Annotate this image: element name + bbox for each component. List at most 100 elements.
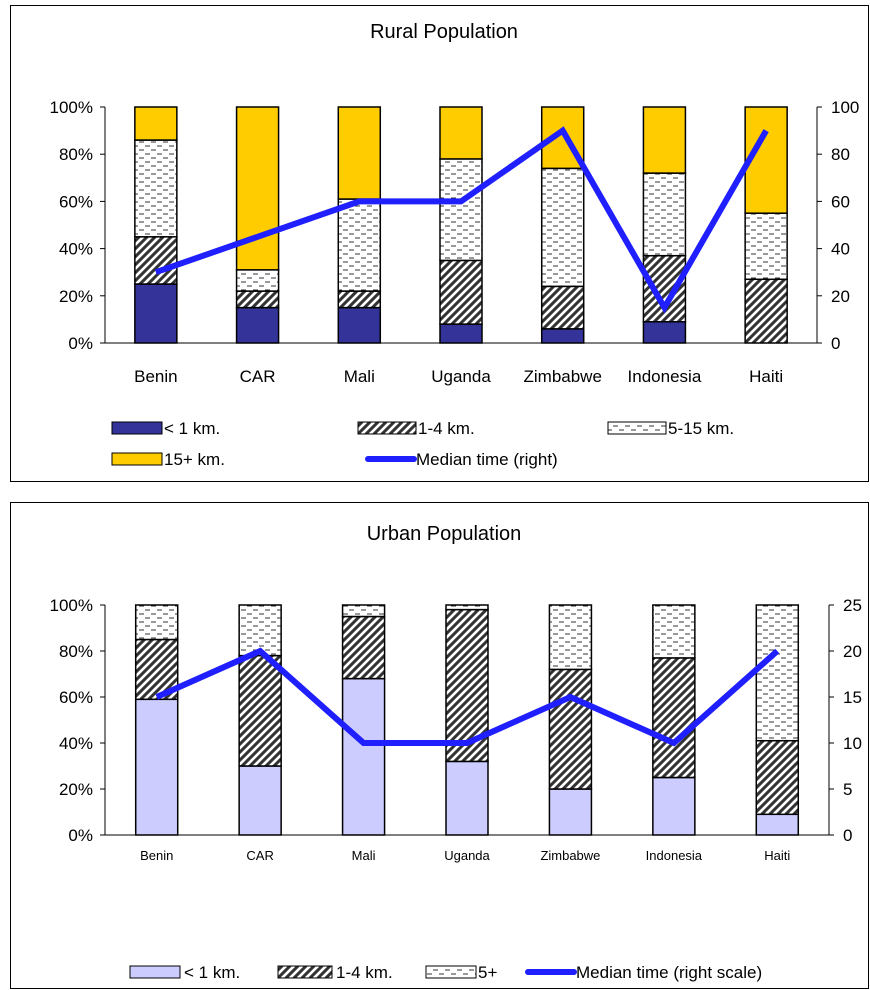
urban-bar-lt1 (548, 788, 593, 836)
legend-item-1-4km: 1-4 km. (277, 963, 393, 982)
legend-swatch-5plus (425, 965, 477, 979)
legend-item-5plus: 5+ (425, 963, 497, 982)
legend-item-lt1: < 1 km. (111, 419, 220, 438)
rural-bar-lt1 (439, 323, 483, 344)
rural-bar-km1_4 (744, 278, 788, 344)
rural-bar-km5_15 (744, 212, 788, 281)
legend-label-median: Median time (right) (416, 450, 558, 469)
urban-category-label: Uganda (444, 848, 490, 863)
rural-y-tick-label: 80% (59, 145, 93, 164)
urban-bar-lt1 (652, 776, 696, 836)
rural-bar-km1_4 (439, 259, 483, 325)
urban-y2-tick-label: 25 (843, 596, 862, 615)
legend-label-5plus: 5+ (478, 963, 497, 982)
rural-chart: Rural Population 0% 20% 40% 60% 80% 100% 0 20 40… (10, 5, 869, 482)
rural-bar-km1_4 (337, 290, 382, 309)
rural-bar-km5_15 (439, 158, 483, 262)
rural-bar-lt1 (540, 328, 585, 344)
rural-category-label: Uganda (431, 367, 491, 386)
rural-category-label: Benin (134, 367, 177, 386)
rural-y2-tick-label: 60 (831, 192, 850, 211)
rural-category-label: CAR (240, 367, 276, 386)
legend-swatch-lt1 (129, 965, 181, 979)
urban-y-tick-label: 40% (59, 734, 93, 753)
rural-category-label: Indonesia (628, 367, 702, 386)
rural-bar-lt1 (642, 321, 687, 344)
urban-chart-title: Urban Population (367, 523, 522, 545)
urban-y-tick-label: 100% (50, 596, 93, 615)
rural-bar-km15plus (642, 106, 687, 174)
urban-y-tick-label: 0% (68, 826, 93, 845)
urban-category-label: Benin (140, 848, 173, 863)
legend-label-lt1: < 1 km. (184, 963, 240, 982)
legend-swatch-lt1 (111, 421, 163, 435)
legend-swatch-15plus (111, 452, 163, 466)
urban-bar-lt1 (755, 813, 800, 836)
urban-bar-km1_4 (548, 668, 593, 790)
rural-bar-km1_4 (134, 236, 178, 285)
rural-bar-km15plus (134, 106, 178, 141)
urban-y-tick-label: 60% (59, 688, 93, 707)
urban-bar-km5_15 (341, 604, 386, 618)
urban-bar-lt1 (341, 677, 386, 836)
rural-bar-km5_15 (540, 167, 585, 288)
rural-y-tick-label: 0% (68, 334, 93, 353)
urban-y2-tick-label: 0 (843, 826, 852, 845)
urban-bar-km1_4 (652, 657, 696, 779)
rural-category-label: Zimbabwe (524, 367, 602, 386)
rural-category-label: Haiti (749, 367, 783, 386)
rural-bar-km5_15 (337, 198, 382, 292)
rural-y2-tick-label: 40 (831, 240, 850, 259)
legend-item-1-4km: 1-4 km. (357, 419, 475, 438)
rural-y-tick-label: 20% (59, 287, 93, 306)
rural-bar-lt1 (337, 306, 382, 344)
rural-bar-km5_15 (642, 172, 687, 257)
rural-y-tick-label: 60% (59, 192, 93, 211)
urban-plot-area: 0% 20% 40% 60% 80% 100% 0 5 10 15 20 25 Benin CAR Mali… (50, 596, 862, 863)
urban-y2-tick-label: 15 (843, 688, 862, 707)
rural-y-tick-label: 40% (59, 240, 93, 259)
urban-legend: < 1 km. 1-4 km. 5+ Median time (right sc… (129, 963, 762, 982)
urban-y2-tick-label: 5 (843, 780, 852, 799)
urban-category-label: Mali (352, 848, 376, 863)
urban-bar-km5_15 (652, 604, 696, 659)
rural-y2-tick-label: 20 (831, 287, 850, 306)
urban-category-label: CAR (246, 848, 273, 863)
rural-y2-tick-label: 80 (831, 145, 850, 164)
legend-label-median: Median time (right scale) (576, 963, 762, 982)
urban-y-tick-label: 80% (59, 642, 93, 661)
legend-item-median: Median time (right scale) (525, 963, 762, 982)
urban-y-tick-label: 20% (59, 780, 93, 799)
legend-label-5-15km: 5-15 km. (668, 419, 734, 438)
urban-bar-lt1 (134, 698, 179, 836)
legend-label-1-4km: 1-4 km. (418, 419, 475, 438)
legend-item-5-15km: 5-15 km. (607, 419, 734, 438)
urban-bar-lt1 (445, 760, 489, 836)
rural-median-line (154, 126, 769, 314)
urban-bar-km5_15 (134, 604, 179, 641)
rural-bar-lt1 (235, 306, 280, 344)
urban-bar-km5_15 (548, 604, 593, 671)
legend-label-15plus: 15+ km. (164, 450, 225, 469)
urban-bar-km5_15 (755, 604, 800, 742)
legend-item-median: Median time (right) (365, 450, 558, 469)
legend-label-1-4km: 1-4 km. (336, 963, 393, 982)
legend-item-lt1: < 1 km. (129, 963, 240, 982)
urban-chart: Urban Population 0% 20% 40% 60% 80% 100% 0 5 10 1… (10, 502, 869, 989)
urban-category-label: Zimbabwe (540, 848, 600, 863)
rural-y2-tick-label: 100 (831, 98, 859, 117)
urban-median-line (155, 647, 780, 747)
rural-bar-km15plus (439, 106, 483, 160)
rural-bar-km15plus (235, 106, 280, 271)
legend-swatch-1-4km (357, 421, 417, 435)
legend-swatch-5-15km (607, 421, 667, 435)
urban-y2-tick-label: 20 (843, 642, 862, 661)
rural-bar-km5_15 (134, 139, 178, 238)
legend-swatch-1-4km (277, 965, 333, 979)
urban-bar-lt1 (238, 765, 282, 836)
legend-item-15plus: 15+ km. (111, 450, 225, 469)
rural-y2-tick-label: 0 (831, 334, 840, 353)
urban-y2-tick-label: 10 (843, 734, 862, 753)
legend-label-lt1: < 1 km. (164, 419, 220, 438)
